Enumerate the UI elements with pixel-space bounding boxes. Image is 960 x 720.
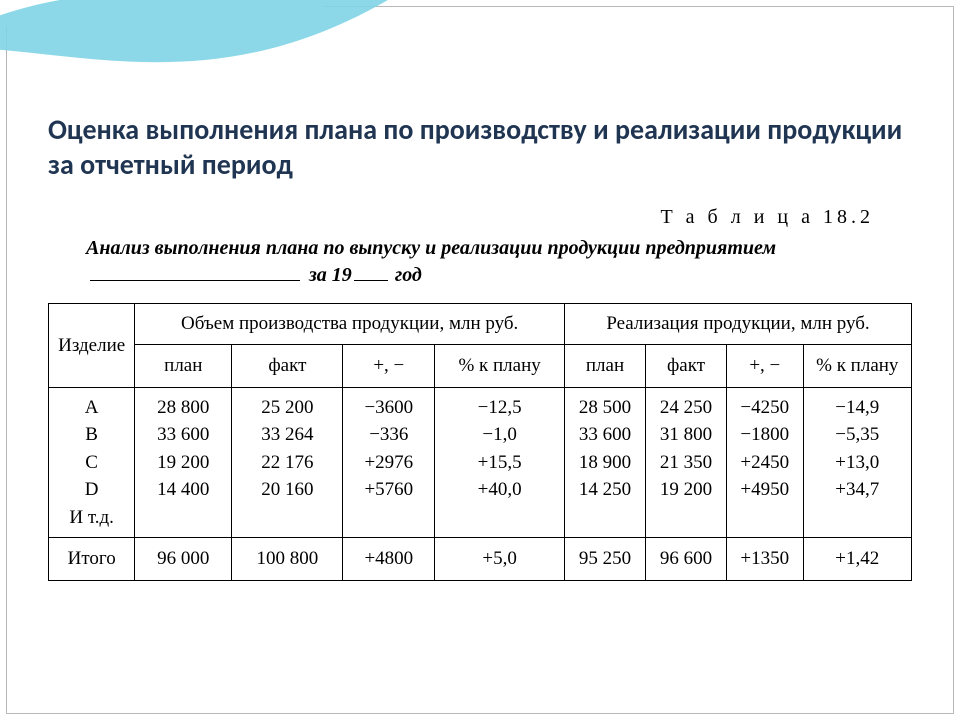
th-sales-diff: +, − — [726, 344, 803, 387]
caption-god: год — [395, 264, 422, 286]
cell-prod-diff: −3600−336+2976+5760 — [343, 387, 435, 538]
total-row: Итого 96 000 100 800 +4800 +5,0 95 250 9… — [49, 538, 912, 581]
cell-prod-pct: −12,5−1,0+15,5+40,0 — [435, 387, 565, 538]
total-prod-plan: 96 000 — [135, 538, 232, 581]
caption-za: за 19 — [309, 264, 352, 286]
th-group-sales: Реализация продукции, млн руб. — [565, 304, 912, 345]
total-prod-diff: +4800 — [343, 538, 435, 581]
cell-sales-plan: 28 50033 60018 90014 250 — [565, 387, 646, 538]
table-number: Т а б л и ц а 18.2 — [56, 206, 904, 229]
slide-content: Оценка выполнения плана по производству … — [48, 112, 912, 581]
th-group-production: Объем производства продукции, млн руб. — [135, 304, 565, 345]
th-sales-fact: факт — [646, 344, 727, 387]
table-wrap: Изделие Объем производства продукции, мл… — [48, 303, 912, 581]
caption-blank-year — [354, 263, 388, 281]
th-prod-plan: план — [135, 344, 232, 387]
total-sales-pct: +1,42 — [803, 538, 911, 581]
row-labels-cell: ABCDИ т.д. — [49, 387, 135, 538]
data-rows: ABCDИ т.д. 28 80033 60019 20014 400 25 2… — [49, 387, 912, 538]
cell-prod-plan: 28 80033 60019 20014 400 — [135, 387, 232, 538]
th-prod-diff: +, − — [343, 344, 435, 387]
cell-sales-diff: −4250−1800+2450+4950 — [726, 387, 803, 538]
total-prod-pct: +5,0 — [435, 538, 565, 581]
cell-sales-fact: 24 25031 80021 35019 200 — [646, 387, 727, 538]
total-sales-plan: 95 250 — [565, 538, 646, 581]
cell-prod-fact: 25 20033 26422 17620 160 — [232, 387, 343, 538]
cell-sales-pct: −14,9−5,35+13,0+34,7 — [803, 387, 911, 538]
total-sales-diff: +1350 — [726, 538, 803, 581]
th-prod-pct: % к плану — [435, 344, 565, 387]
table-caption: Анализ выполнения плана по выпуску и реа… — [56, 235, 904, 289]
th-sales-plan: план — [565, 344, 646, 387]
slide-title: Оценка выполнения плана по производству … — [48, 112, 912, 182]
total-sales-fact: 96 600 — [646, 538, 727, 581]
production-sales-table: Изделие Объем производства продукции, мл… — [48, 303, 912, 581]
total-prod-fact: 100 800 — [232, 538, 343, 581]
caption-prefix: Анализ выполнения плана по выпуску и реа… — [86, 237, 776, 259]
caption-blank-enterprise — [90, 263, 300, 281]
table-caption-block: Т а б л и ц а 18.2 Анализ выполнения пла… — [48, 206, 912, 289]
th-sales-pct: % к плану — [803, 344, 911, 387]
th-prod-fact: факт — [232, 344, 343, 387]
th-item: Изделие — [49, 304, 135, 388]
total-label: Итого — [49, 538, 135, 581]
